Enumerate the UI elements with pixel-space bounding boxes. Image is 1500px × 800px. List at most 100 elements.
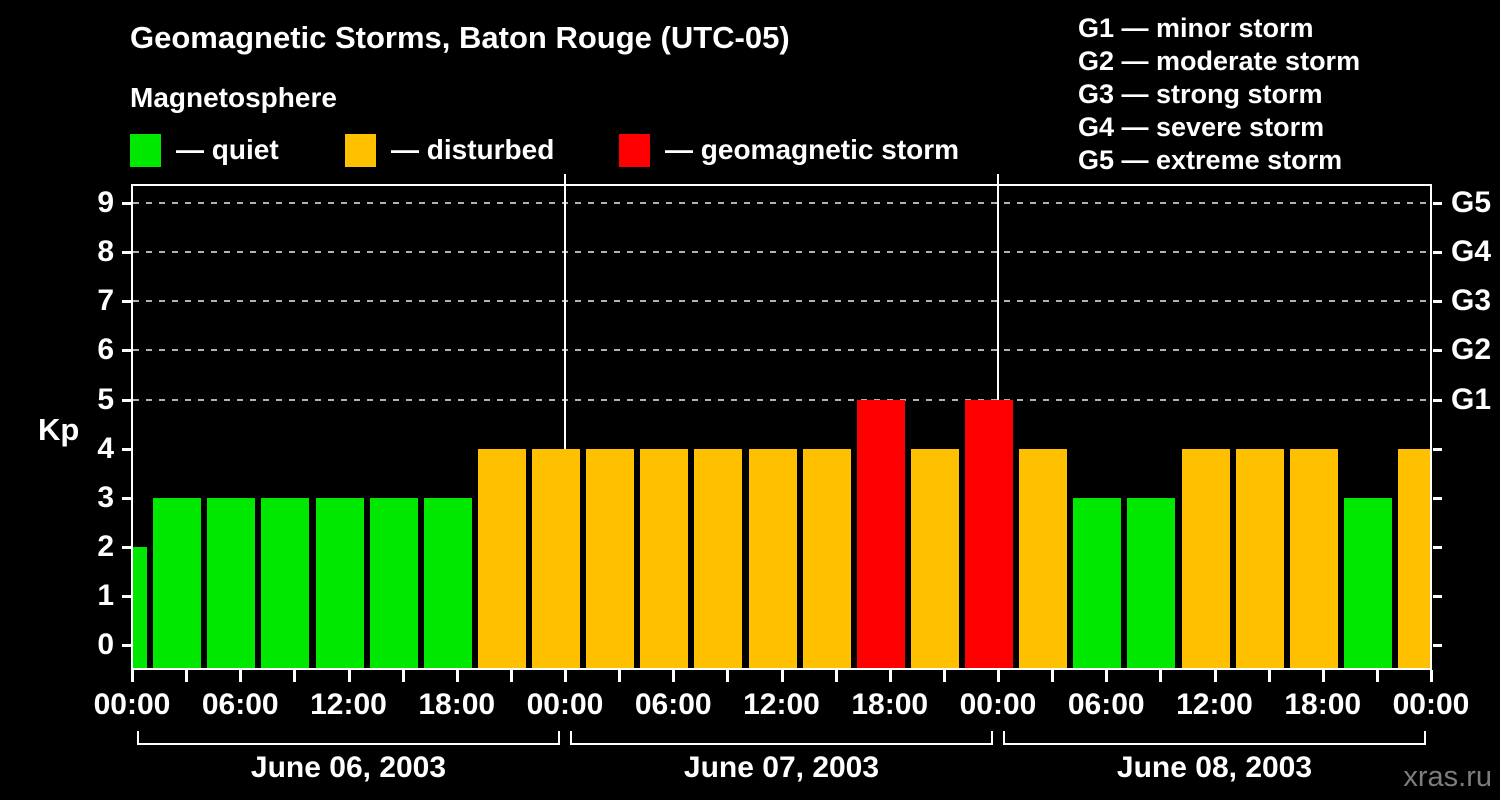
y-axis-tick-left — [122, 251, 131, 255]
x-axis-tick — [185, 670, 189, 682]
kp-bar — [1181, 448, 1230, 668]
x-axis-tick — [1430, 670, 1433, 682]
day-bracket-line — [137, 743, 560, 745]
y-axis-tick-left — [122, 202, 131, 206]
kp-gridline — [133, 398, 1430, 401]
legend-item-quiet: — quiet — [130, 133, 279, 167]
g2-legend-line: G2 — moderate storm — [1078, 46, 1361, 76]
y-axis-tick-right — [1433, 644, 1442, 647]
x-axis-tick — [726, 670, 730, 682]
y-axis-title: Kp — [38, 412, 80, 447]
y-axis-label: 7 — [97, 284, 114, 318]
y-axis-tick-right — [1433, 398, 1442, 402]
disturbed-color-swatch — [345, 133, 376, 167]
x-axis-tick — [1375, 670, 1379, 682]
y-axis-tick-right — [1433, 202, 1442, 206]
x-axis-label: 00:00 — [93, 688, 171, 721]
y-axis-label: 3 — [97, 480, 114, 514]
x-axis-label: 12:00 — [743, 688, 820, 721]
y-axis-tick-left — [122, 545, 131, 549]
day-label: June 06, 2003 — [250, 751, 447, 784]
kp-bar — [802, 448, 851, 668]
y-axis-tick-left — [122, 447, 131, 451]
y-axis-tick-right — [1433, 447, 1442, 451]
g5-legend-line: G5 — extreme storm — [1078, 145, 1343, 175]
kp-gridline — [133, 300, 1430, 303]
day-label: June 08, 2003 — [1116, 751, 1313, 784]
kp-gridline — [133, 349, 1430, 352]
y-axis-tick-left — [122, 496, 131, 500]
kp-bar — [965, 399, 1013, 668]
y-axis-label: 0 — [97, 628, 114, 661]
y-axis-tick-right — [1433, 545, 1442, 549]
x-axis-label: 00:00 — [526, 688, 604, 721]
g4-legend-line: G4 — severe storm — [1078, 112, 1325, 142]
day-separator-top-tick — [564, 174, 566, 184]
x-axis-label: 18:00 — [1284, 688, 1362, 721]
kp-bar — [1343, 497, 1392, 668]
kp-bar — [1019, 448, 1068, 668]
day-bracket-end-tick — [991, 731, 993, 745]
y-axis-tick-left — [122, 398, 131, 402]
kp-bar — [856, 399, 905, 668]
x-axis-label: 18:00 — [418, 688, 496, 721]
g-axis-label: G4 — [1451, 235, 1492, 269]
y-axis-tick-right — [1433, 251, 1442, 255]
kp-bar — [1289, 448, 1338, 668]
y-axis-label: 1 — [97, 578, 114, 612]
y-axis-tick-right — [1433, 349, 1442, 353]
y-axis-tick-left — [122, 644, 131, 647]
y-axis-tick-right — [1433, 594, 1442, 598]
legend-label-quiet: — quiet — [176, 134, 279, 165]
storm-scale-legend: G1 — minor storm G2 — moderate storm G3 … — [1078, 12, 1360, 177]
kp-bar — [532, 448, 580, 668]
x-axis-tick — [509, 670, 513, 682]
kp-bar — [694, 448, 743, 668]
x-axis-tick — [942, 670, 946, 682]
x-axis-tick — [455, 670, 459, 682]
x-axis-label: 12:00 — [310, 688, 387, 721]
kp-bar — [315, 497, 364, 668]
y-axis-label: 6 — [97, 333, 114, 367]
day-label: June 07, 2003 — [683, 751, 880, 784]
x-axis-tick — [672, 670, 676, 682]
y-axis-tick-left — [122, 349, 131, 353]
y-axis-tick-left — [122, 300, 131, 304]
x-axis-tick — [293, 670, 297, 682]
x-axis-tick — [131, 670, 134, 682]
legend-label-storm: — geomagnetic storm — [665, 134, 960, 165]
x-axis-tick — [780, 670, 784, 682]
day-bracket-end-tick — [1424, 731, 1426, 745]
day-separator-top-tick — [997, 174, 999, 184]
quiet-color-swatch — [130, 133, 161, 167]
x-axis-tick — [1159, 670, 1163, 682]
y-axis-label: 9 — [97, 186, 114, 220]
x-axis-label: 00:00 — [1392, 688, 1470, 721]
day-bracket-end-tick — [570, 731, 572, 745]
kp-bar — [586, 448, 635, 668]
kp-bar — [207, 497, 256, 668]
kp-bar — [748, 448, 797, 668]
kp-gridline — [133, 251, 1430, 254]
g1-legend-line: G1 — minor storm — [1078, 13, 1314, 43]
kp-bar — [1235, 448, 1284, 668]
x-axis-label: 18:00 — [851, 688, 929, 721]
page-title: Geomagnetic Storms, Baton Rouge (UTC-05) — [130, 20, 790, 55]
g3-legend-line: G3 — strong storm — [1078, 79, 1323, 109]
x-axis-label: 06:00 — [201, 688, 279, 721]
legend-item-storm: — geomagnetic storm — [619, 133, 959, 167]
kp-gridline — [133, 202, 1430, 205]
g-axis-label: G3 — [1451, 284, 1492, 318]
day-bracket-end-tick — [558, 731, 560, 745]
x-axis-tick — [997, 670, 1000, 682]
kp-bar — [1073, 497, 1122, 668]
x-axis-tick — [618, 670, 622, 682]
watermark: xras.ru — [1403, 761, 1492, 793]
y-axis-tick-left — [122, 594, 131, 598]
x-axis-tick — [1213, 670, 1217, 682]
x-axis-label: 06:00 — [634, 688, 712, 721]
x-axis-tick — [347, 670, 351, 682]
y-axis-label: 2 — [97, 529, 114, 563]
magnetosphere-subtitle: Magnetosphere — [130, 82, 337, 113]
